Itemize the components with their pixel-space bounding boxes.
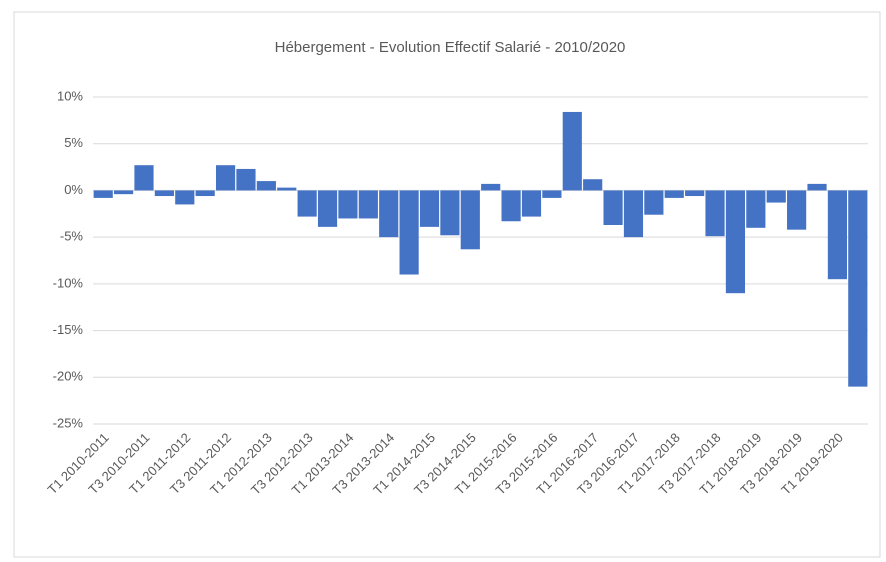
- bar: [297, 190, 317, 217]
- bar: [848, 190, 868, 387]
- bar: [623, 190, 644, 238]
- bar: [685, 190, 705, 197]
- bar: [379, 190, 399, 238]
- bar: [827, 190, 847, 280]
- y-tick-label: -20%: [53, 369, 84, 384]
- bar: [787, 190, 807, 230]
- bar: [114, 190, 134, 195]
- bar: [725, 190, 746, 294]
- bar: [705, 190, 725, 237]
- bar: [481, 183, 501, 191]
- bar: [236, 168, 256, 191]
- bar: [419, 190, 440, 227]
- bar: [562, 111, 582, 191]
- y-tick-label: -15%: [53, 322, 84, 337]
- bar: [746, 190, 766, 228]
- bar: [501, 190, 521, 222]
- bar: [766, 190, 786, 203]
- bar: [256, 181, 276, 191]
- bar: [542, 190, 562, 198]
- bar: [175, 190, 195, 205]
- bar: [195, 190, 215, 197]
- y-tick-label: 0%: [64, 182, 83, 197]
- bar: [93, 190, 113, 198]
- y-tick-label: 5%: [64, 135, 83, 150]
- y-tick-label: -5%: [60, 229, 84, 244]
- y-tick-label: 10%: [57, 88, 83, 103]
- bar: [460, 190, 480, 250]
- bar: [317, 190, 338, 227]
- bar: [583, 179, 603, 191]
- bar: [807, 183, 827, 191]
- bar: [134, 165, 154, 191]
- bar: [154, 190, 174, 197]
- bar: [277, 187, 297, 191]
- y-tick-label: -25%: [53, 415, 84, 430]
- bar: [358, 190, 378, 219]
- bar: [215, 165, 236, 191]
- y-tick-label: -10%: [53, 275, 84, 290]
- bar: [603, 190, 623, 225]
- bar: [521, 190, 542, 217]
- chart-title: Hébergement - Evolution Effectif Salarié…: [275, 39, 626, 56]
- bar: [664, 190, 684, 198]
- bar: [440, 190, 460, 236]
- bar: [338, 190, 358, 219]
- bar: [399, 190, 419, 275]
- bar: [644, 190, 664, 215]
